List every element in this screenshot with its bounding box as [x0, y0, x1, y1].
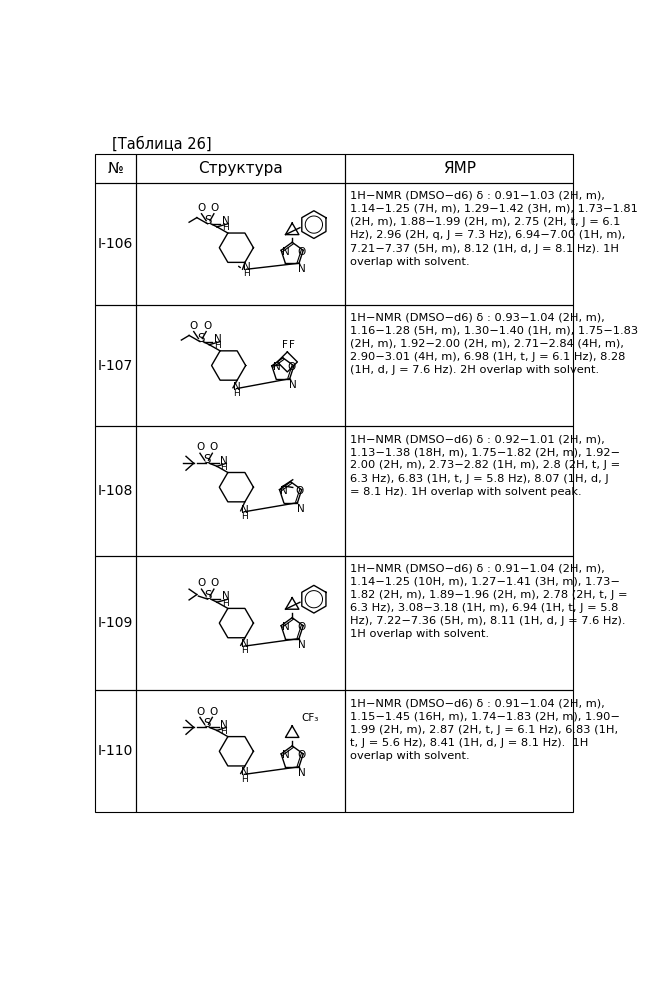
Bar — [95, 305, 135, 427]
Text: O: O — [297, 622, 305, 632]
Text: N: N — [273, 363, 281, 373]
Text: O: O — [209, 443, 217, 453]
Text: H: H — [241, 774, 248, 783]
Text: H: H — [220, 463, 227, 472]
Text: H: H — [220, 727, 227, 736]
Text: [Таблица 26]: [Таблица 26] — [113, 136, 212, 152]
Text: O: O — [196, 443, 204, 453]
Text: I-108: I-108 — [98, 485, 133, 499]
Text: 1H−NMR (DMSO−d6) δ : 0.93−1.04 (2H, m),
1.16−1.28 (5H, m), 1.30−1.40 (1H, m), 1.: 1H−NMR (DMSO−d6) δ : 0.93−1.04 (2H, m), … — [350, 313, 637, 376]
Text: S: S — [203, 454, 210, 467]
Text: N: N — [241, 504, 249, 514]
Text: 1H−NMR (DMSO−d6) δ : 0.91−1.03 (2H, m),
1.14−1.25 (7H, m), 1.29−1.42 (3H, m), 1.: 1H−NMR (DMSO−d6) δ : 0.91−1.03 (2H, m), … — [350, 191, 637, 267]
Text: 1H−NMR (DMSO−d6) δ : 0.92−1.01 (2H, m),
1.13−1.38 (18H, m), 1.75−1.82 (2H, m), 1: 1H−NMR (DMSO−d6) δ : 0.92−1.01 (2H, m), … — [350, 434, 620, 497]
Bar — [95, 690, 135, 812]
Text: N: N — [282, 247, 290, 257]
Text: N: N — [298, 768, 306, 778]
Text: O: O — [288, 363, 296, 373]
Text: O: O — [203, 321, 212, 331]
Text: H: H — [214, 341, 221, 350]
Bar — [345, 427, 574, 555]
Text: O: O — [296, 487, 304, 497]
Bar — [95, 555, 135, 690]
Bar — [135, 555, 345, 690]
Text: N: N — [220, 719, 228, 729]
Text: H: H — [221, 598, 229, 607]
Text: N: N — [243, 263, 251, 273]
Text: O: O — [196, 706, 204, 716]
Text: №: № — [107, 161, 124, 176]
Text: N: N — [281, 487, 288, 497]
Text: S: S — [203, 717, 210, 730]
Text: H: H — [243, 270, 250, 279]
Text: CF₃: CF₃ — [301, 713, 319, 723]
Text: F: F — [289, 341, 295, 351]
Text: Структура: Структура — [198, 161, 283, 176]
Text: O: O — [209, 706, 217, 716]
Text: N: N — [241, 639, 249, 649]
Bar — [135, 690, 345, 812]
Text: S: S — [204, 589, 212, 602]
Text: S: S — [204, 214, 212, 227]
Text: N: N — [221, 591, 229, 601]
Bar — [135, 183, 345, 305]
Text: N: N — [214, 334, 221, 344]
Text: N: N — [289, 380, 297, 390]
Text: I-109: I-109 — [98, 616, 133, 630]
Text: O: O — [211, 203, 219, 213]
Text: F: F — [282, 341, 288, 351]
Text: N: N — [233, 382, 241, 392]
Text: S: S — [197, 332, 204, 345]
Text: 1H−NMR (DMSO−d6) δ : 0.91−1.04 (2H, m),
1.15−1.45 (16H, m), 1.74−1.83 (2H, m), 1: 1H−NMR (DMSO−d6) δ : 0.91−1.04 (2H, m), … — [350, 698, 619, 761]
Text: N: N — [241, 767, 249, 777]
Bar — [345, 183, 574, 305]
Text: I-106: I-106 — [98, 237, 133, 251]
Text: H: H — [233, 389, 240, 398]
Text: H: H — [221, 223, 229, 232]
Text: O: O — [190, 321, 198, 331]
Text: N: N — [282, 750, 290, 760]
Bar — [95, 427, 135, 555]
Text: N: N — [297, 503, 305, 513]
Text: N: N — [298, 265, 306, 275]
Bar — [95, 183, 135, 305]
Text: O: O — [198, 203, 206, 213]
Text: I-107: I-107 — [98, 359, 133, 373]
Text: O: O — [297, 247, 305, 257]
Text: O: O — [198, 578, 206, 588]
Text: O: O — [297, 750, 305, 760]
Text: I-110: I-110 — [98, 744, 133, 758]
Text: H: H — [241, 512, 248, 521]
Bar — [345, 154, 574, 183]
Text: O: O — [211, 578, 219, 588]
Text: N: N — [298, 639, 306, 649]
Bar — [135, 154, 345, 183]
Text: 1H−NMR (DMSO−d6) δ : 0.91−1.04 (2H, m),
1.14−1.25 (10H, m), 1.27−1.41 (3H, m), 1: 1H−NMR (DMSO−d6) δ : 0.91−1.04 (2H, m), … — [350, 563, 627, 639]
Bar — [345, 690, 574, 812]
Bar — [135, 305, 345, 427]
Text: H: H — [241, 646, 248, 655]
Text: N: N — [282, 622, 290, 632]
Bar — [345, 555, 574, 690]
Bar — [95, 154, 135, 183]
Text: ЯМР: ЯМР — [443, 161, 476, 176]
Text: N: N — [220, 456, 228, 466]
Bar — [345, 305, 574, 427]
Bar — [135, 427, 345, 555]
Text: N: N — [221, 216, 229, 226]
